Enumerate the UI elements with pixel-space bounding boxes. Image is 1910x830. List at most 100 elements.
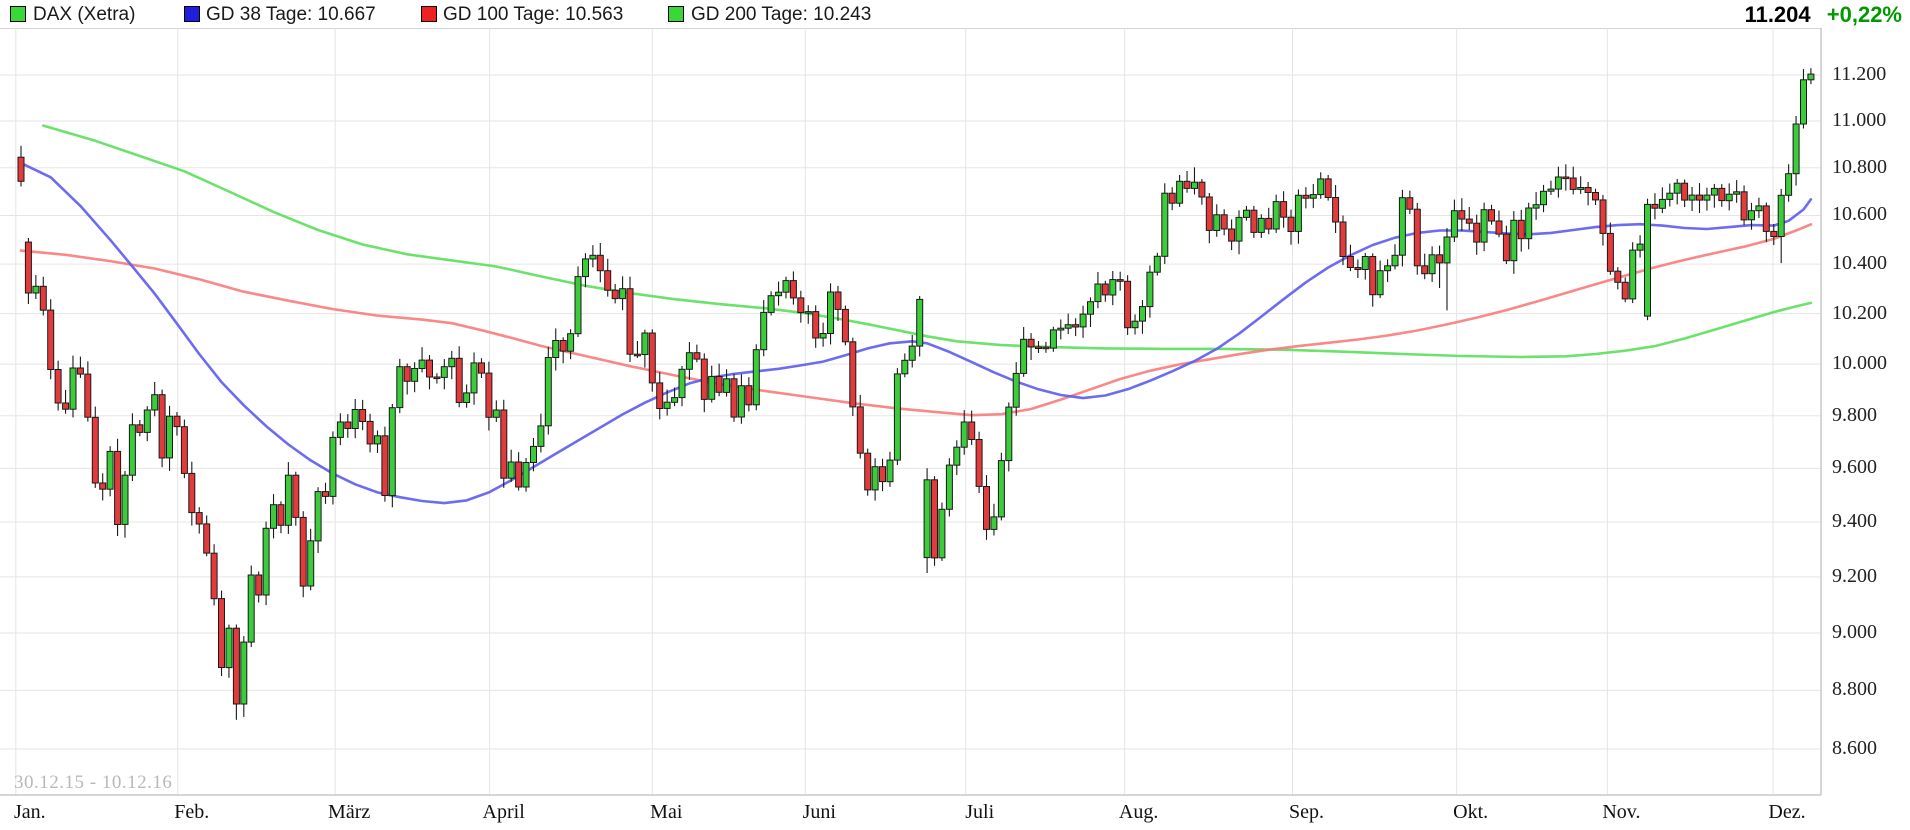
candle[interactable] — [1599, 194, 1607, 246]
candle[interactable] — [782, 276, 790, 299]
candle[interactable] — [1621, 277, 1629, 303]
candle[interactable] — [448, 350, 456, 380]
candle[interactable] — [1807, 68, 1815, 85]
candle[interactable] — [17, 145, 25, 187]
candle[interactable] — [232, 624, 240, 720]
candle[interactable] — [396, 358, 404, 414]
candle[interactable] — [827, 283, 834, 345]
candle[interactable] — [723, 369, 731, 397]
candle[interactable] — [1116, 271, 1124, 291]
candle[interactable] — [1287, 209, 1295, 245]
candle[interactable] — [39, 276, 47, 316]
candle[interactable] — [953, 440, 961, 476]
candle[interactable] — [91, 406, 99, 488]
candle[interactable] — [54, 360, 62, 411]
candle[interactable] — [1413, 202, 1421, 275]
candle[interactable] — [1592, 188, 1599, 205]
candle[interactable] — [1666, 183, 1674, 207]
candle[interactable] — [1710, 183, 1718, 208]
candle[interactable] — [1124, 275, 1132, 335]
candle[interactable] — [1235, 210, 1243, 255]
candle[interactable] — [277, 501, 285, 534]
candle[interactable] — [1473, 214, 1481, 255]
candle[interactable] — [433, 373, 441, 384]
candle[interactable] — [1176, 175, 1184, 207]
candle[interactable] — [797, 290, 805, 323]
candle[interactable] — [1391, 244, 1399, 270]
candle[interactable] — [693, 344, 701, 363]
candle[interactable] — [218, 590, 225, 677]
candle[interactable] — [1361, 252, 1369, 280]
candle[interactable] — [715, 363, 723, 397]
candle[interactable] — [559, 337, 567, 364]
candle[interactable] — [485, 361, 493, 431]
candle[interactable] — [1569, 166, 1577, 195]
candle[interactable] — [1012, 362, 1020, 416]
candle[interactable] — [678, 366, 686, 407]
candle[interactable] — [1265, 207, 1273, 235]
candle[interactable] — [1228, 219, 1236, 251]
candle[interactable] — [1681, 179, 1689, 208]
candle[interactable] — [1057, 319, 1065, 340]
candle[interactable] — [76, 356, 84, 378]
candle[interactable] — [1398, 189, 1406, 267]
candle[interactable] — [1673, 179, 1681, 205]
candle[interactable] — [945, 458, 953, 517]
candle[interactable] — [1109, 271, 1117, 306]
candle[interactable] — [871, 458, 879, 501]
candle[interactable] — [1725, 183, 1733, 211]
candle[interactable] — [1629, 242, 1637, 304]
candle[interactable] — [151, 382, 159, 417]
candle[interactable] — [62, 389, 70, 414]
candle[interactable] — [1376, 260, 1384, 298]
candle[interactable] — [1532, 192, 1540, 220]
candle[interactable] — [916, 296, 924, 357]
candle[interactable] — [574, 266, 582, 337]
candle[interactable] — [455, 346, 463, 408]
candle[interactable] — [886, 451, 894, 487]
candle[interactable] — [1436, 245, 1444, 288]
candle[interactable] — [923, 468, 931, 573]
candle[interactable] — [737, 374, 745, 424]
candle[interactable] — [1294, 189, 1302, 244]
candle[interactable] — [1450, 199, 1458, 242]
candle[interactable] — [1168, 187, 1176, 211]
candle[interactable] — [1153, 252, 1161, 276]
candle[interactable] — [1220, 209, 1228, 236]
candle[interactable] — [1703, 187, 1711, 211]
candle[interactable] — [1547, 180, 1555, 195]
candle[interactable] — [1243, 205, 1250, 221]
candle[interactable] — [1146, 265, 1154, 318]
candle[interactable] — [552, 328, 560, 371]
candle[interactable] — [537, 413, 545, 453]
candle[interactable] — [596, 243, 604, 283]
candle[interactable] — [1777, 188, 1785, 264]
candle[interactable] — [1562, 164, 1570, 191]
candle[interactable] — [225, 624, 233, 678]
candle[interactable] — [158, 389, 166, 468]
candle[interactable] — [760, 300, 768, 357]
candle[interactable] — [418, 347, 426, 373]
candle[interactable] — [834, 285, 842, 321]
candle[interactable] — [1317, 172, 1325, 199]
candle[interactable] — [47, 299, 55, 380]
candle[interactable] — [403, 363, 411, 395]
candle[interactable] — [819, 322, 827, 347]
candle[interactable] — [633, 341, 641, 358]
candle[interactable] — [1161, 183, 1169, 264]
candle[interactable] — [841, 305, 849, 346]
candle[interactable] — [1733, 180, 1741, 203]
candle[interactable] — [195, 507, 203, 534]
candle[interactable] — [1257, 214, 1265, 238]
candle[interactable] — [1272, 194, 1280, 233]
candle[interactable] — [180, 419, 188, 479]
candle[interactable] — [767, 291, 775, 316]
candle[interactable] — [1770, 224, 1778, 246]
candle[interactable] — [1755, 197, 1763, 218]
candle[interactable] — [136, 420, 144, 437]
candle[interactable] — [997, 452, 1005, 521]
candle[interactable] — [1525, 202, 1533, 250]
candle[interactable] — [411, 362, 419, 393]
candle[interactable] — [314, 487, 322, 553]
candle[interactable] — [188, 461, 196, 526]
